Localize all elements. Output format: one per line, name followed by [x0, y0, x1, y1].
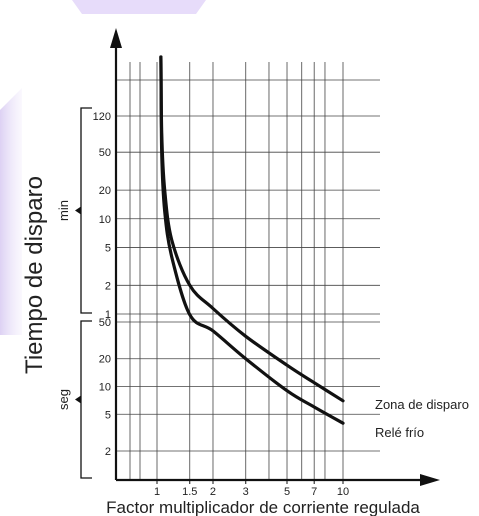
y-tick-label-min: 50 [99, 147, 111, 159]
decor-left-band [0, 88, 22, 335]
x-tick-label: 3 [243, 486, 249, 498]
y-tick-label-min: 120 [93, 111, 111, 123]
y-axis-arrow [110, 28, 122, 48]
legend-label-rele: Relé frío [375, 425, 424, 440]
y-bands: min seg [56, 107, 92, 479]
x-tick-label: 7 [311, 486, 317, 498]
y-tick-label-min: 1 [105, 309, 111, 321]
y-tick-label-seg: 2 [105, 446, 111, 458]
y-tick-label-seg: 10 [99, 382, 111, 394]
x-tick-label: 1 [154, 486, 160, 498]
x-tick-label: 5 [284, 486, 290, 498]
decor-top-band [72, 0, 206, 14]
x-axis-arrow [420, 474, 440, 486]
y-tick-label-min: 10 [99, 214, 111, 226]
y-tick-label-min: 5 [105, 242, 111, 254]
seg-band-label: seg [56, 389, 71, 410]
y-tick-label-seg: 20 [99, 354, 111, 366]
seg-band-bracket-arrow [75, 395, 81, 404]
x-tick-label: 2 [210, 486, 216, 498]
x-tick-label: 1.5 [182, 486, 197, 498]
series-lines [159, 55, 345, 425]
y-axis-label: Tiempo de disparo [21, 176, 48, 374]
x-axis-label: Factor multiplicador de corriente regula… [106, 498, 420, 516]
min-band-bracket [80, 107, 92, 314]
y-tick-label-seg: 5 [105, 409, 111, 421]
series-line-rele-frio [159, 55, 345, 425]
y-tick-label-min: 2 [105, 280, 111, 292]
min-band-label: min [56, 200, 71, 221]
axes [110, 28, 440, 486]
y-tick-label-seg: 50 [99, 317, 111, 329]
grid-lines [116, 62, 380, 480]
legend-label-zona: Zona de disparo [375, 397, 469, 412]
series-line-zona-de-disparo [159, 55, 345, 403]
y-tick-label-min: 20 [99, 185, 111, 197]
seg-band-bracket [80, 320, 92, 479]
x-tick-label: 10 [337, 486, 349, 498]
min-band-bracket-arrow [75, 206, 81, 215]
